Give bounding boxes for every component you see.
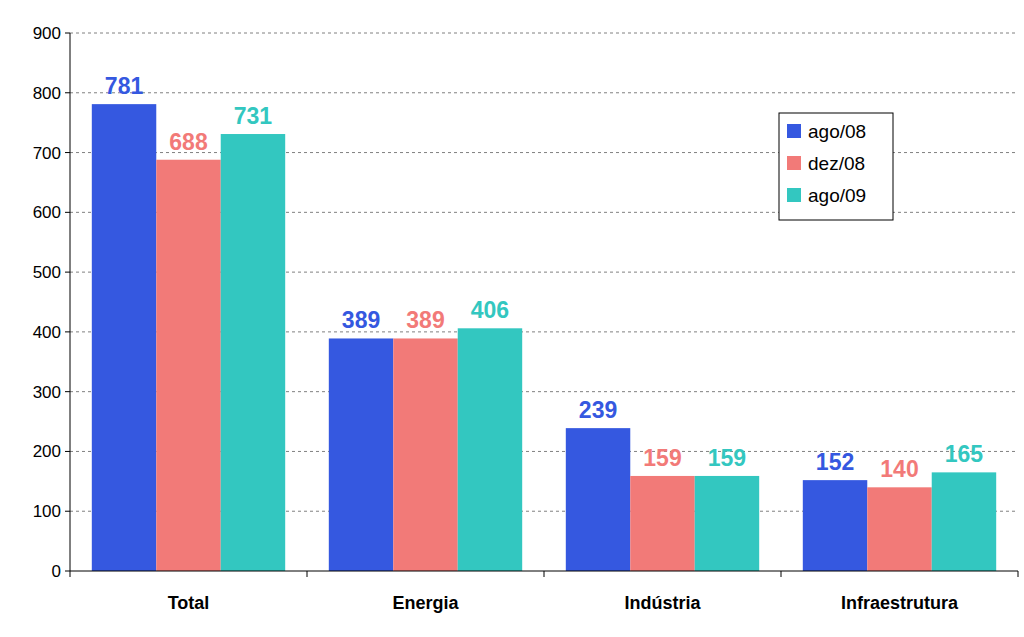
y-tick <box>65 511 70 512</box>
data-label: 389 <box>406 307 444 333</box>
grid: 0 100 200 300 400 500 600 700 800 900 <box>33 24 1018 581</box>
y-tick-label: 700 <box>33 144 61 163</box>
legend-label: ago/08 <box>808 121 866 142</box>
bar <box>156 160 220 571</box>
bar <box>803 480 867 571</box>
bar <box>329 338 393 571</box>
data-label: 159 <box>643 445 681 471</box>
chart-container: 0 100 200 300 400 500 600 700 800 900 781 389 239 152… <box>0 0 1024 637</box>
y-tick <box>65 451 70 452</box>
y-tick-label: 0 <box>52 562 61 581</box>
y-tick-label: 600 <box>33 203 61 222</box>
legend-box <box>779 113 893 220</box>
legend-swatch <box>787 188 801 202</box>
y-tick-label: 300 <box>33 383 61 402</box>
data-labels: 781 389 239 152 688 389 159 140 731 406 159 165 <box>105 73 984 482</box>
x-tick-label: Energia <box>392 593 459 613</box>
y-tick-label: 200 <box>33 442 61 461</box>
bar <box>630 476 694 571</box>
data-label: 406 <box>471 297 509 323</box>
grid-line <box>70 92 1018 93</box>
y-tick-label: 800 <box>33 84 61 103</box>
data-label: 688 <box>169 129 208 155</box>
grid-line <box>70 33 1018 34</box>
x-tick <box>307 571 308 577</box>
chart-svg: 0 100 200 300 400 500 600 700 800 900 781 389 239 152… <box>0 0 1024 637</box>
y-tick <box>65 33 70 34</box>
data-label: 731 <box>234 103 273 129</box>
data-label: 159 <box>708 445 746 471</box>
x-tick-label: Infraestrutura <box>841 593 959 613</box>
y-tick <box>65 272 70 273</box>
data-label: 165 <box>945 441 984 467</box>
y-tick-label: 900 <box>33 24 61 43</box>
legend-label: dez/08 <box>808 153 865 174</box>
data-label: 239 <box>579 397 617 423</box>
legend-swatch <box>787 124 801 138</box>
bar <box>566 428 630 571</box>
data-label: 152 <box>816 449 854 475</box>
y-tick <box>65 152 70 153</box>
bars <box>92 104 996 571</box>
legend: ago/08 dez/08 ago/09 <box>779 113 893 220</box>
bar <box>695 476 759 571</box>
data-label: 140 <box>880 456 918 482</box>
y-tick-label: 400 <box>33 323 61 342</box>
y-tick <box>65 571 70 572</box>
y-tick <box>65 331 70 332</box>
x-tick-label: Indústria <box>624 593 701 613</box>
bar <box>221 134 285 571</box>
bar <box>92 104 156 571</box>
x-tick <box>781 571 782 577</box>
y-tick <box>65 391 70 392</box>
legend-swatch <box>787 156 801 170</box>
bar <box>458 328 522 571</box>
y-tick <box>65 212 70 213</box>
x-tick <box>544 571 545 577</box>
y-tick-label: 500 <box>33 263 61 282</box>
y-axis <box>70 33 71 571</box>
data-label: 781 <box>105 73 144 99</box>
legend-label: ago/09 <box>808 185 866 206</box>
x-tick <box>70 571 71 577</box>
bar <box>867 487 931 571</box>
bar <box>393 338 457 571</box>
x-tick <box>1018 571 1019 577</box>
y-tick-label: 100 <box>33 502 61 521</box>
x-tick-label: Total <box>168 593 210 613</box>
bar <box>932 472 996 571</box>
y-tick <box>65 92 70 93</box>
data-label: 389 <box>342 307 380 333</box>
